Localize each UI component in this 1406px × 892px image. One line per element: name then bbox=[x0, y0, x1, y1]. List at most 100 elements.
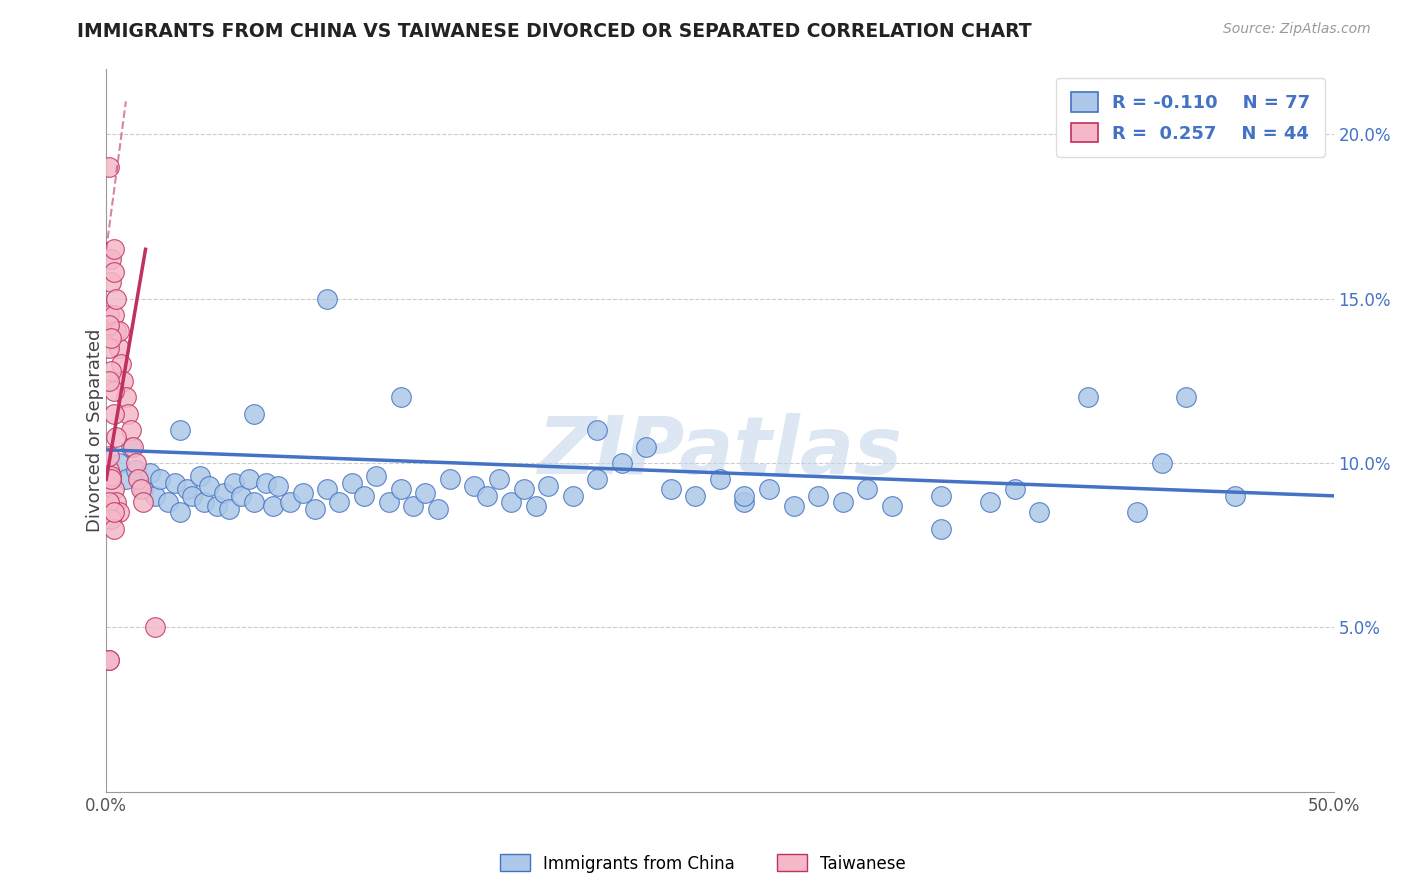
Point bbox=[734, 489, 756, 503]
Point bbox=[181, 489, 204, 503]
Point bbox=[561, 489, 583, 503]
Point bbox=[328, 495, 350, 509]
Point bbox=[97, 318, 120, 332]
Point bbox=[103, 384, 125, 398]
Point bbox=[488, 472, 510, 486]
Point bbox=[222, 475, 245, 490]
Text: ZIPatlas: ZIPatlas bbox=[537, 413, 903, 491]
Point bbox=[512, 483, 534, 497]
Point bbox=[304, 502, 326, 516]
Point bbox=[97, 462, 120, 476]
Point bbox=[1028, 505, 1050, 519]
Point bbox=[143, 489, 166, 503]
Point bbox=[105, 325, 128, 339]
Point bbox=[100, 331, 122, 345]
Point bbox=[463, 479, 485, 493]
Point bbox=[100, 512, 122, 526]
Point bbox=[524, 499, 547, 513]
Point bbox=[636, 440, 658, 454]
Point bbox=[242, 495, 264, 509]
Point bbox=[115, 472, 138, 486]
Point bbox=[103, 505, 125, 519]
Point bbox=[125, 456, 148, 470]
Point bbox=[97, 495, 120, 509]
Point bbox=[149, 472, 172, 486]
Point bbox=[97, 341, 120, 355]
Text: IMMIGRANTS FROM CHINA VS TAIWANESE DIVORCED OR SEPARATED CORRELATION CHART: IMMIGRANTS FROM CHINA VS TAIWANESE DIVOR… bbox=[77, 22, 1032, 41]
Point bbox=[97, 308, 120, 322]
Point bbox=[120, 440, 142, 454]
Point bbox=[103, 522, 125, 536]
Point bbox=[218, 502, 240, 516]
Point bbox=[880, 499, 903, 513]
Point bbox=[389, 390, 412, 404]
Point bbox=[100, 364, 122, 378]
Point bbox=[231, 489, 253, 503]
Point bbox=[125, 462, 148, 476]
Point bbox=[198, 479, 221, 493]
Point bbox=[97, 160, 120, 174]
Point bbox=[110, 357, 132, 371]
Point bbox=[97, 374, 120, 388]
Point bbox=[107, 325, 129, 339]
Point bbox=[122, 440, 145, 454]
Point bbox=[97, 450, 120, 464]
Text: Source: ZipAtlas.com: Source: ZipAtlas.com bbox=[1223, 22, 1371, 37]
Point bbox=[254, 475, 277, 490]
Point bbox=[103, 308, 125, 322]
Point bbox=[100, 472, 122, 486]
Point bbox=[100, 469, 122, 483]
Point bbox=[107, 456, 129, 470]
Point bbox=[242, 407, 264, 421]
Legend: R = -0.110    N = 77, R =  0.257    N = 44: R = -0.110 N = 77, R = 0.257 N = 44 bbox=[1056, 78, 1324, 157]
Point bbox=[129, 483, 152, 497]
Point bbox=[782, 499, 804, 513]
Point bbox=[586, 423, 609, 437]
Point bbox=[100, 275, 122, 289]
Point bbox=[586, 472, 609, 486]
Point bbox=[659, 483, 682, 497]
Point bbox=[377, 495, 399, 509]
Legend: Immigrants from China, Taiwanese: Immigrants from China, Taiwanese bbox=[494, 847, 912, 880]
Point bbox=[426, 502, 449, 516]
Point bbox=[831, 495, 853, 509]
Point bbox=[156, 495, 179, 509]
Point bbox=[163, 475, 186, 490]
Point bbox=[1150, 456, 1173, 470]
Point bbox=[107, 341, 129, 355]
Point bbox=[1126, 505, 1149, 519]
Point bbox=[132, 483, 155, 497]
Point bbox=[100, 472, 122, 486]
Point bbox=[105, 430, 128, 444]
Point bbox=[856, 483, 879, 497]
Point bbox=[188, 469, 211, 483]
Point bbox=[475, 489, 498, 503]
Point bbox=[929, 489, 952, 503]
Point bbox=[127, 472, 149, 486]
Point bbox=[103, 265, 125, 279]
Point bbox=[280, 495, 302, 509]
Point bbox=[340, 475, 363, 490]
Point bbox=[1077, 390, 1099, 404]
Point bbox=[107, 505, 129, 519]
Point bbox=[143, 620, 166, 634]
Point bbox=[291, 485, 314, 500]
Point bbox=[929, 522, 952, 536]
Point bbox=[100, 252, 122, 267]
Point bbox=[1225, 489, 1247, 503]
Point bbox=[501, 495, 523, 509]
Point bbox=[205, 499, 228, 513]
Point bbox=[267, 479, 290, 493]
Point bbox=[103, 243, 125, 257]
Point bbox=[537, 479, 560, 493]
Point bbox=[316, 292, 339, 306]
Point bbox=[193, 495, 215, 509]
Point bbox=[807, 489, 830, 503]
Point bbox=[139, 466, 162, 480]
Point bbox=[610, 456, 633, 470]
Point bbox=[115, 390, 138, 404]
Point bbox=[366, 469, 388, 483]
Point bbox=[103, 407, 125, 421]
Point bbox=[316, 483, 339, 497]
Y-axis label: Divorced or Separated: Divorced or Separated bbox=[86, 328, 104, 532]
